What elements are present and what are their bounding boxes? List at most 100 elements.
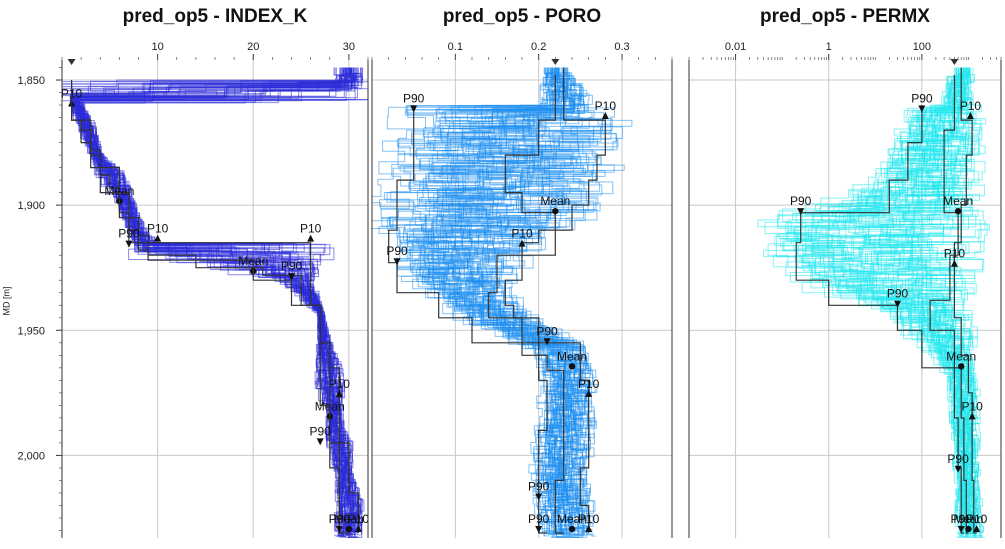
x-tick-label: 20 xyxy=(247,41,259,53)
series-mean-line xyxy=(488,75,565,534)
p90-marker xyxy=(543,338,551,346)
series-p90-label: P90 xyxy=(281,259,303,273)
series-p10-line xyxy=(504,67,606,533)
p10-marker xyxy=(354,524,362,532)
p90-marker xyxy=(535,493,543,501)
p10-marker xyxy=(307,234,315,242)
track-title-poro: pred_op5 - PORO xyxy=(442,6,602,27)
series-mean-label: Mean xyxy=(334,512,364,526)
p10-marker xyxy=(335,389,343,397)
mean-marker xyxy=(958,363,965,370)
p10-marker xyxy=(601,112,609,120)
realization-line xyxy=(862,67,975,532)
mean-marker xyxy=(568,363,576,370)
series-mean-line xyxy=(929,75,969,534)
series-mean-label: Mean xyxy=(557,512,587,526)
p10-marker xyxy=(154,234,162,242)
realization-line xyxy=(776,67,968,537)
series-p90-label: P90 xyxy=(386,244,408,258)
p90-marker xyxy=(410,105,418,113)
mean-marker xyxy=(568,525,576,533)
series-p90-label: P90 xyxy=(403,92,425,106)
p90-marker xyxy=(918,105,926,113)
realization-line xyxy=(406,67,570,536)
y-tick-label: 1,850 xyxy=(17,75,45,87)
series-p10-label: P10 xyxy=(961,399,983,413)
p90-marker xyxy=(954,465,962,473)
realization-line xyxy=(380,67,562,537)
series-p90-label: P90 xyxy=(790,194,812,208)
realization-line xyxy=(433,67,576,532)
series-p10-label: P10 xyxy=(147,222,169,236)
p90-marker xyxy=(797,208,805,216)
p10-marker xyxy=(585,389,593,397)
series-p90-label: P90 xyxy=(118,227,140,241)
series-p10-label: P10 xyxy=(300,222,322,236)
series-mean-label: Mean xyxy=(540,194,570,208)
mean-marker xyxy=(965,525,972,533)
panel-permx: 0.01 1 100P10P10P10P10MeanMeanMeanP90P90P9… xyxy=(688,41,1002,538)
series-p10-label: P10 xyxy=(578,512,600,526)
x-tick-label: 30 xyxy=(343,41,355,53)
p90-marker xyxy=(894,300,902,308)
series-p90-line xyxy=(388,105,548,534)
series-mean-label: Mean xyxy=(946,349,976,363)
p90-marker xyxy=(125,240,133,248)
series-p10-label: P10 xyxy=(966,512,988,526)
p10-marker xyxy=(950,259,958,267)
realization-line xyxy=(79,67,363,538)
track-title-permx: pred_op5 - PERMX xyxy=(760,6,930,27)
p10-marker xyxy=(968,412,976,420)
top-marker xyxy=(950,59,959,65)
mean-marker xyxy=(954,207,962,215)
ensemble-realizations xyxy=(372,67,633,538)
ensemble-realizations xyxy=(62,67,368,538)
p10-marker xyxy=(973,524,981,532)
top-marker xyxy=(67,59,76,65)
series-p90-label: P90 xyxy=(951,512,973,526)
realization-line xyxy=(378,67,564,534)
series-p10-label: P10 xyxy=(595,99,617,113)
series-p10-label: P10 xyxy=(348,512,370,526)
p10-marker xyxy=(585,524,593,532)
series-p90-label: P90 xyxy=(310,424,332,438)
series-p10-label: P10 xyxy=(578,377,600,391)
series-p90-label: P90 xyxy=(887,287,909,301)
p10-marker xyxy=(966,112,974,120)
x-tick-label: 0.1 xyxy=(448,41,463,53)
x-tick-label: 10 xyxy=(152,41,164,53)
series-p90-line xyxy=(795,105,964,534)
series-mean-label: Mean xyxy=(104,184,134,198)
p90-marker xyxy=(288,273,295,281)
series-mean-label: Mean xyxy=(943,194,973,208)
realization-line xyxy=(464,67,603,538)
p90-marker xyxy=(335,525,343,533)
p90-marker xyxy=(535,525,543,533)
series-p90-label: P90 xyxy=(528,479,550,493)
panel-poro: 0.1 0.2 0.3P10P10P10P10MeanMeanMeanP90P90P… xyxy=(371,41,673,538)
y-tick-label: 1,900 xyxy=(17,200,45,212)
p90-marker xyxy=(316,438,324,446)
mean-marker xyxy=(345,525,353,533)
x-tick-label: 1 xyxy=(826,41,832,53)
track-title-index-k: pred_op5 - INDEX_K xyxy=(122,6,308,27)
series-mean-label: Mean xyxy=(557,349,587,363)
series-p90-label: P90 xyxy=(329,512,351,526)
series-p90-label: P90 xyxy=(536,324,558,338)
x-tick-label: 0.2 xyxy=(531,41,546,53)
series-p10-line xyxy=(71,80,359,533)
series-p10-line xyxy=(953,67,977,534)
series-p90-label: P90 xyxy=(947,452,969,466)
y-tick-label: 2,000 xyxy=(17,450,45,462)
mean-marker xyxy=(552,207,559,215)
p90-marker xyxy=(957,525,965,533)
x-tick-label: 100 xyxy=(913,41,931,53)
top-marker xyxy=(551,59,560,65)
series-p90-label: P90 xyxy=(911,92,933,106)
series-p10-label: P10 xyxy=(329,377,351,391)
realization-line xyxy=(469,67,633,529)
series-p10-label: P10 xyxy=(960,99,982,113)
series-p10-label: P10 xyxy=(944,247,966,261)
